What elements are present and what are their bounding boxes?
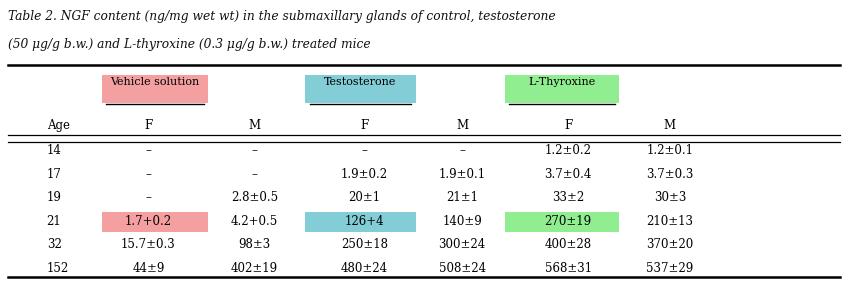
Text: 44±9: 44±9 [132, 262, 165, 275]
Text: 210±13: 210±13 [646, 215, 694, 228]
Text: 21±1: 21±1 [446, 191, 478, 204]
Text: F: F [144, 119, 153, 132]
FancyBboxPatch shape [505, 75, 619, 103]
FancyBboxPatch shape [505, 212, 619, 232]
Text: –: – [146, 144, 151, 157]
Text: 21: 21 [47, 215, 61, 228]
FancyBboxPatch shape [102, 212, 208, 232]
Text: M: M [456, 119, 468, 132]
Text: 300±24: 300±24 [438, 238, 486, 251]
Text: 14: 14 [47, 144, 62, 157]
Text: M: M [248, 119, 260, 132]
Text: Testosterone: Testosterone [324, 77, 397, 87]
Text: 15.7±0.3: 15.7±0.3 [121, 238, 176, 251]
Text: 30±3: 30±3 [654, 191, 686, 204]
Text: 3.7±0.3: 3.7±0.3 [646, 168, 694, 181]
Text: 126+4: 126+4 [345, 215, 384, 228]
Text: 400±28: 400±28 [544, 238, 592, 251]
Text: 537±29: 537±29 [646, 262, 694, 275]
Text: –: – [146, 168, 151, 181]
Text: 4.2+0.5: 4.2+0.5 [231, 215, 278, 228]
FancyBboxPatch shape [305, 212, 416, 232]
Text: 270±19: 270±19 [544, 215, 592, 228]
Text: F: F [360, 119, 369, 132]
Text: Vehicle solution: Vehicle solution [110, 77, 199, 87]
Text: 1.9±0.1: 1.9±0.1 [438, 168, 486, 181]
Text: 402±19: 402±19 [231, 262, 278, 275]
Text: 480±24: 480±24 [341, 262, 388, 275]
Text: 19: 19 [47, 191, 62, 204]
FancyBboxPatch shape [305, 75, 416, 103]
Text: 568±31: 568±31 [544, 262, 592, 275]
Text: 2.8±0.5: 2.8±0.5 [231, 191, 278, 204]
Text: –: – [460, 144, 465, 157]
Text: F: F [564, 119, 572, 132]
Text: –: – [362, 144, 367, 157]
Text: 20±1: 20±1 [349, 191, 381, 204]
Text: 1.2±0.2: 1.2±0.2 [544, 144, 592, 157]
Text: M: M [664, 119, 676, 132]
Text: 98±3: 98±3 [238, 238, 271, 251]
Text: 370±20: 370±20 [646, 238, 694, 251]
Text: 152: 152 [47, 262, 69, 275]
Text: 1.7+0.2: 1.7+0.2 [125, 215, 172, 228]
Text: –: – [252, 168, 257, 181]
FancyBboxPatch shape [102, 75, 208, 103]
Text: 508±24: 508±24 [438, 262, 486, 275]
Text: L-Thyroxine: L-Thyroxine [528, 77, 595, 87]
Text: 1.9±0.2: 1.9±0.2 [341, 168, 388, 181]
Text: 140±9: 140±9 [443, 215, 482, 228]
Text: –: – [252, 144, 257, 157]
Text: Table 2. NGF content (ng/mg wet wt) in the submaxillary glands of control, testo: Table 2. NGF content (ng/mg wet wt) in t… [8, 10, 556, 23]
Text: 1.2±0.1: 1.2±0.1 [646, 144, 694, 157]
Text: 250±18: 250±18 [341, 238, 388, 251]
Text: –: – [146, 191, 151, 204]
Text: 3.7±0.4: 3.7±0.4 [544, 168, 592, 181]
Text: 32: 32 [47, 238, 62, 251]
Text: Age: Age [47, 119, 70, 132]
Text: 33±2: 33±2 [552, 191, 584, 204]
Text: 17: 17 [47, 168, 62, 181]
Text: (50 μg/g b.w.) and L-thyroxine (0.3 μg/g b.w.) treated mice: (50 μg/g b.w.) and L-thyroxine (0.3 μg/g… [8, 38, 371, 51]
